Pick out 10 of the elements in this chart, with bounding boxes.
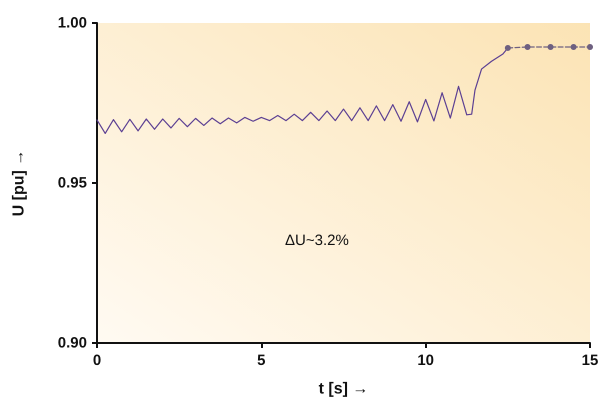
y-tick-label: 0.90: [58, 334, 87, 352]
x-axis-title: t [s] →: [318, 380, 368, 398]
x-tick-label: 15: [582, 352, 598, 369]
y-tick-label: 1.00: [58, 14, 87, 32]
y-tick-label: 0.95: [58, 174, 87, 192]
x-tick-label: 10: [417, 352, 434, 369]
annotation: ΔU~3.2%: [285, 232, 349, 249]
x-tick-label: 5: [257, 352, 266, 369]
y-axis-title: U [pu] →: [10, 150, 28, 216]
x-tick-label: 0: [92, 352, 102, 369]
